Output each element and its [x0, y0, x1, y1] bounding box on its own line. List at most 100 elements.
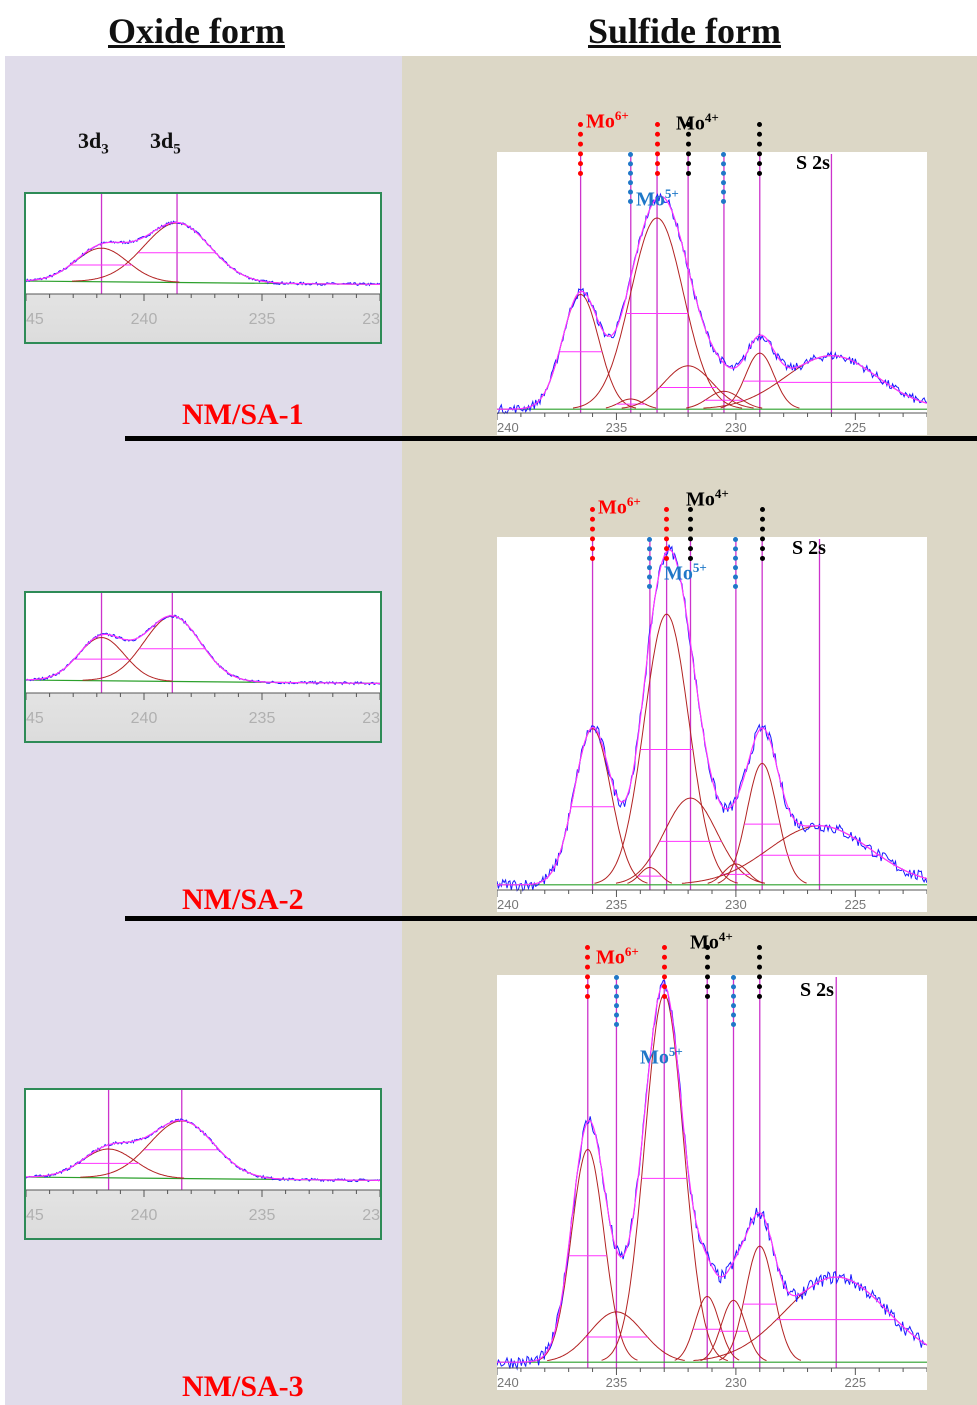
sample-label-nmsa1: NM/SA-1 — [182, 398, 304, 431]
x-tick-label: 240 — [497, 1375, 519, 1390]
mo6-dashed-marker — [585, 945, 591, 999]
peak-label-3d5: 3d5 — [150, 128, 181, 158]
x-tick-label: 45 — [26, 710, 44, 727]
mo6-dashed-marker — [590, 507, 596, 561]
plot-area — [26, 194, 380, 294]
mo5-label-nmsa1-sup: 5+ — [664, 186, 679, 201]
sulfide-spectrum-nmsa2-svg: 240 235 230 225 — [497, 539, 927, 912]
peak-label-3d3-main: 3d — [78, 128, 102, 153]
oxide-spectrum-nmsa3: 45 240 235 23 — [24, 1088, 382, 1240]
mo4-label-nmsa1-sup: 4+ — [704, 110, 719, 125]
mo5-dashed-marker — [647, 537, 653, 589]
x-tick-label: 45 — [26, 1207, 44, 1224]
peak-label-3d5-sub: 5 — [173, 141, 181, 158]
x-tick-label: 235 — [606, 420, 628, 435]
mo5-label-nmsa1-text: Mo — [636, 188, 665, 211]
mo4-label-nmsa2: Mo4+ — [686, 486, 729, 512]
fit-envelope-line — [26, 615, 380, 684]
x-tick-label: 240 — [131, 1207, 158, 1224]
fit-envelope-line — [497, 983, 927, 1363]
x-tick-label: 240 — [131, 710, 158, 727]
s2s-label-nmsa3: S 2s — [800, 979, 834, 1001]
mo6-dashed-marker — [578, 122, 584, 176]
fit-component — [700, 1299, 767, 1362]
mo4-dashed-marker — [757, 122, 763, 176]
fit-component — [572, 217, 743, 409]
mo6-label-nmsa3-sup: 6+ — [624, 944, 639, 959]
fit-envelope-line — [497, 195, 927, 410]
mo4-label-nmsa3-sup: 4+ — [718, 929, 733, 944]
mo5-label-nmsa2: Mo5+ — [664, 560, 707, 586]
x-tick-label: 235 — [249, 311, 276, 328]
fit-component — [719, 1245, 802, 1361]
sulfide-spectrum-nmsa3: 240 235 230 225 — [497, 945, 927, 1390]
mo4-label-nmsa2-sup: 4+ — [714, 486, 729, 501]
mo5-label-nmsa1: Mo5+ — [636, 186, 679, 212]
separator-line-1 — [125, 436, 977, 441]
mo4-label-nmsa1-text: Mo — [676, 112, 705, 135]
plot-area — [26, 593, 380, 693]
x-tick-label: 225 — [844, 420, 866, 435]
mo5-label-nmsa3-sup: 5+ — [668, 1044, 683, 1059]
sulfide-spectrum-nmsa2: 240 235 230 225 — [497, 507, 927, 912]
mo5-label-nmsa3: Mo5+ — [640, 1044, 683, 1070]
sulfide-spectrum-nmsa3-svg: 240 235 230 225 — [497, 977, 927, 1390]
x-tick-label: 235 — [249, 1207, 276, 1224]
x-tick-label: 23 — [362, 710, 380, 727]
mo6-dashed-marker — [661, 945, 667, 999]
mo4-label-nmsa3-text: Mo — [690, 931, 719, 954]
oxide-spectrum-nmsa1-svg: 45 240 235 23 — [26, 194, 380, 328]
x-tick-label: 240 — [497, 420, 519, 435]
mo5-label-nmsa2-text: Mo — [664, 562, 693, 585]
oxide-spectrum-nmsa2-svg: 45 240 235 23 — [26, 593, 380, 727]
raw-spectrum-line — [497, 979, 927, 1371]
raw-spectrum-line — [497, 544, 927, 892]
peak-label-3d5-main: 3d — [150, 128, 174, 153]
mo6-label-nmsa1-sup: 6+ — [614, 108, 629, 123]
fit-component — [717, 762, 807, 884]
x-tick-label: 225 — [844, 1375, 866, 1390]
sulfide-spectrum-nmsa1-svg: 240 235 230 225 — [497, 154, 927, 435]
mo4-dashed-marker — [757, 945, 763, 999]
x-tick-label: 23 — [362, 1207, 380, 1224]
x-tick-label: 230 — [725, 897, 747, 912]
x-tick-label: 240 — [131, 311, 158, 328]
fit-envelope-line — [26, 1119, 380, 1181]
x-tick-label: 235 — [249, 710, 276, 727]
raw-spectrum-line — [497, 192, 927, 415]
mo4-dashed-marker — [685, 122, 691, 176]
mo6-label-nmsa2-text: Mo — [598, 496, 627, 519]
mo5-dashed-marker — [628, 152, 634, 204]
fit-component — [605, 398, 657, 409]
s2s-label-nmsa1: S 2s — [796, 152, 830, 174]
mo5-dashed-marker — [733, 537, 739, 589]
mo4-dashed-marker — [759, 507, 765, 561]
fit-component — [674, 1295, 740, 1361]
mo6-label-nmsa2: Mo6+ — [598, 494, 641, 520]
x-tick-label: 235 — [606, 1375, 628, 1390]
fit-component — [547, 1311, 685, 1362]
fit-component — [720, 352, 800, 409]
plot-area — [26, 1090, 380, 1190]
x-tick-label: 225 — [844, 897, 866, 912]
mo5-label-nmsa3-text: Mo — [640, 1046, 669, 1069]
mo6-label-nmsa2-sup: 6+ — [626, 494, 641, 509]
mo6-dashed-marker — [654, 122, 660, 176]
x-tick-label: 230 — [725, 1375, 747, 1390]
oxide-spectrum-nmsa3-svg: 45 240 235 23 — [26, 1090, 380, 1224]
fit-envelope-line — [497, 549, 927, 886]
mo4-label-nmsa3: Mo4+ — [690, 929, 733, 955]
fit-component — [707, 863, 764, 884]
mo6-label-nmsa1: Mo6+ — [586, 108, 629, 134]
mo6-dashed-marker — [664, 507, 670, 561]
mo5-dashed-marker — [721, 152, 727, 204]
peak-label-3d3-sub: 3 — [101, 141, 109, 158]
mo6-label-nmsa1-text: Mo — [586, 110, 615, 133]
fit-component — [681, 825, 927, 884]
sulfide-spectrum-nmsa1: 240 235 230 225 — [497, 122, 927, 435]
mo4-dashed-marker — [688, 507, 693, 561]
mo6-label-nmsa3-text: Mo — [596, 946, 625, 969]
x-tick-label: 23 — [362, 311, 380, 328]
fit-component — [594, 613, 738, 884]
x-tick-label: 45 — [26, 311, 44, 328]
